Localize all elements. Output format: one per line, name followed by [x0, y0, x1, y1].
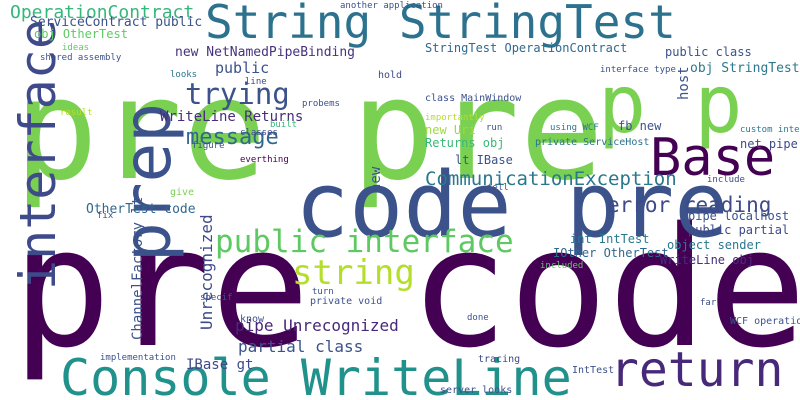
word: another application	[340, 1, 443, 11]
word: looks	[170, 70, 197, 80]
word: obj OtherTest	[34, 27, 128, 41]
word: classes	[240, 128, 278, 138]
word: message	[186, 125, 279, 150]
word: figure	[192, 141, 225, 151]
word: specif	[200, 293, 233, 303]
word: new	[368, 166, 384, 192]
word: implementation	[100, 353, 176, 363]
word: built	[270, 120, 297, 130]
word: private ServiceHost	[535, 137, 649, 148]
word: IntTest	[572, 365, 614, 376]
word: interface	[9, 19, 67, 290]
word: host	[676, 66, 692, 100]
word: ChannelFactory lt	[130, 197, 146, 340]
word: new NetNamedPipeBinding	[175, 45, 355, 60]
word: pipe Unrecognized	[235, 316, 399, 335]
word: OperationContract	[10, 2, 194, 23]
word: lt IBase	[455, 153, 513, 167]
word: run	[486, 123, 502, 133]
word: Base	[650, 128, 775, 188]
word: error reading	[607, 193, 771, 217]
word: public interface	[215, 224, 514, 260]
word: Unrecognized	[197, 214, 216, 330]
word: ServiceContract public	[30, 15, 202, 30]
word: far	[700, 298, 717, 308]
word: public partial	[688, 223, 789, 237]
word: StringTest OperationContract	[425, 41, 627, 55]
word: string	[292, 253, 415, 293]
word: line	[245, 77, 267, 87]
word: pre code	[12, 192, 800, 384]
word: fix	[97, 211, 114, 221]
word: new Uri	[425, 123, 476, 137]
word: include	[707, 175, 745, 185]
word: WriteLine Returns	[160, 109, 303, 125]
word: tracing	[478, 354, 520, 365]
word: turn	[312, 287, 334, 297]
word: IOther OtherTest	[553, 246, 669, 260]
word: pipe localhost	[688, 209, 789, 223]
word: Console WriteLine	[60, 349, 572, 400]
word: tell	[487, 183, 509, 193]
word: fb new	[618, 119, 662, 133]
word: IBase gt	[186, 357, 253, 373]
word: trying	[185, 77, 290, 111]
word: public class	[665, 45, 752, 59]
word: Returns obj	[425, 136, 504, 150]
word: importantly	[425, 113, 485, 123]
word: custom interface	[740, 125, 800, 135]
word: CommunicationException	[425, 168, 677, 190]
word: result	[60, 108, 93, 118]
word: String StringTest	[205, 0, 676, 49]
word: obj StringTest	[690, 61, 800, 76]
word: give	[170, 187, 194, 198]
word: shared assembly	[40, 53, 122, 63]
word: WriteLine obj	[660, 253, 754, 267]
word: know	[240, 314, 265, 325]
word: return	[610, 342, 783, 398]
word: class MainWindow	[425, 93, 522, 104]
word: using WCF	[550, 123, 599, 133]
word: done	[467, 313, 489, 323]
word: partial class	[238, 337, 363, 356]
word: int IntTest	[570, 232, 649, 246]
word: public	[215, 59, 269, 77]
word: code pre	[295, 153, 728, 258]
word: private void	[310, 296, 382, 307]
word: WCF operation	[730, 316, 800, 327]
word: hold	[378, 70, 402, 81]
word: ideas	[62, 43, 89, 53]
word: probems	[302, 99, 340, 109]
word: OtherTest code	[86, 202, 196, 217]
word: p p	[598, 58, 743, 151]
word: pre pre	[14, 49, 604, 212]
word: interface type	[600, 65, 676, 75]
word: server looks	[440, 385, 512, 396]
word: everthing	[240, 155, 289, 165]
word: included	[540, 261, 583, 271]
word: net pipe	[740, 137, 798, 151]
word: object sender	[667, 238, 761, 252]
word: prep	[109, 103, 186, 262]
